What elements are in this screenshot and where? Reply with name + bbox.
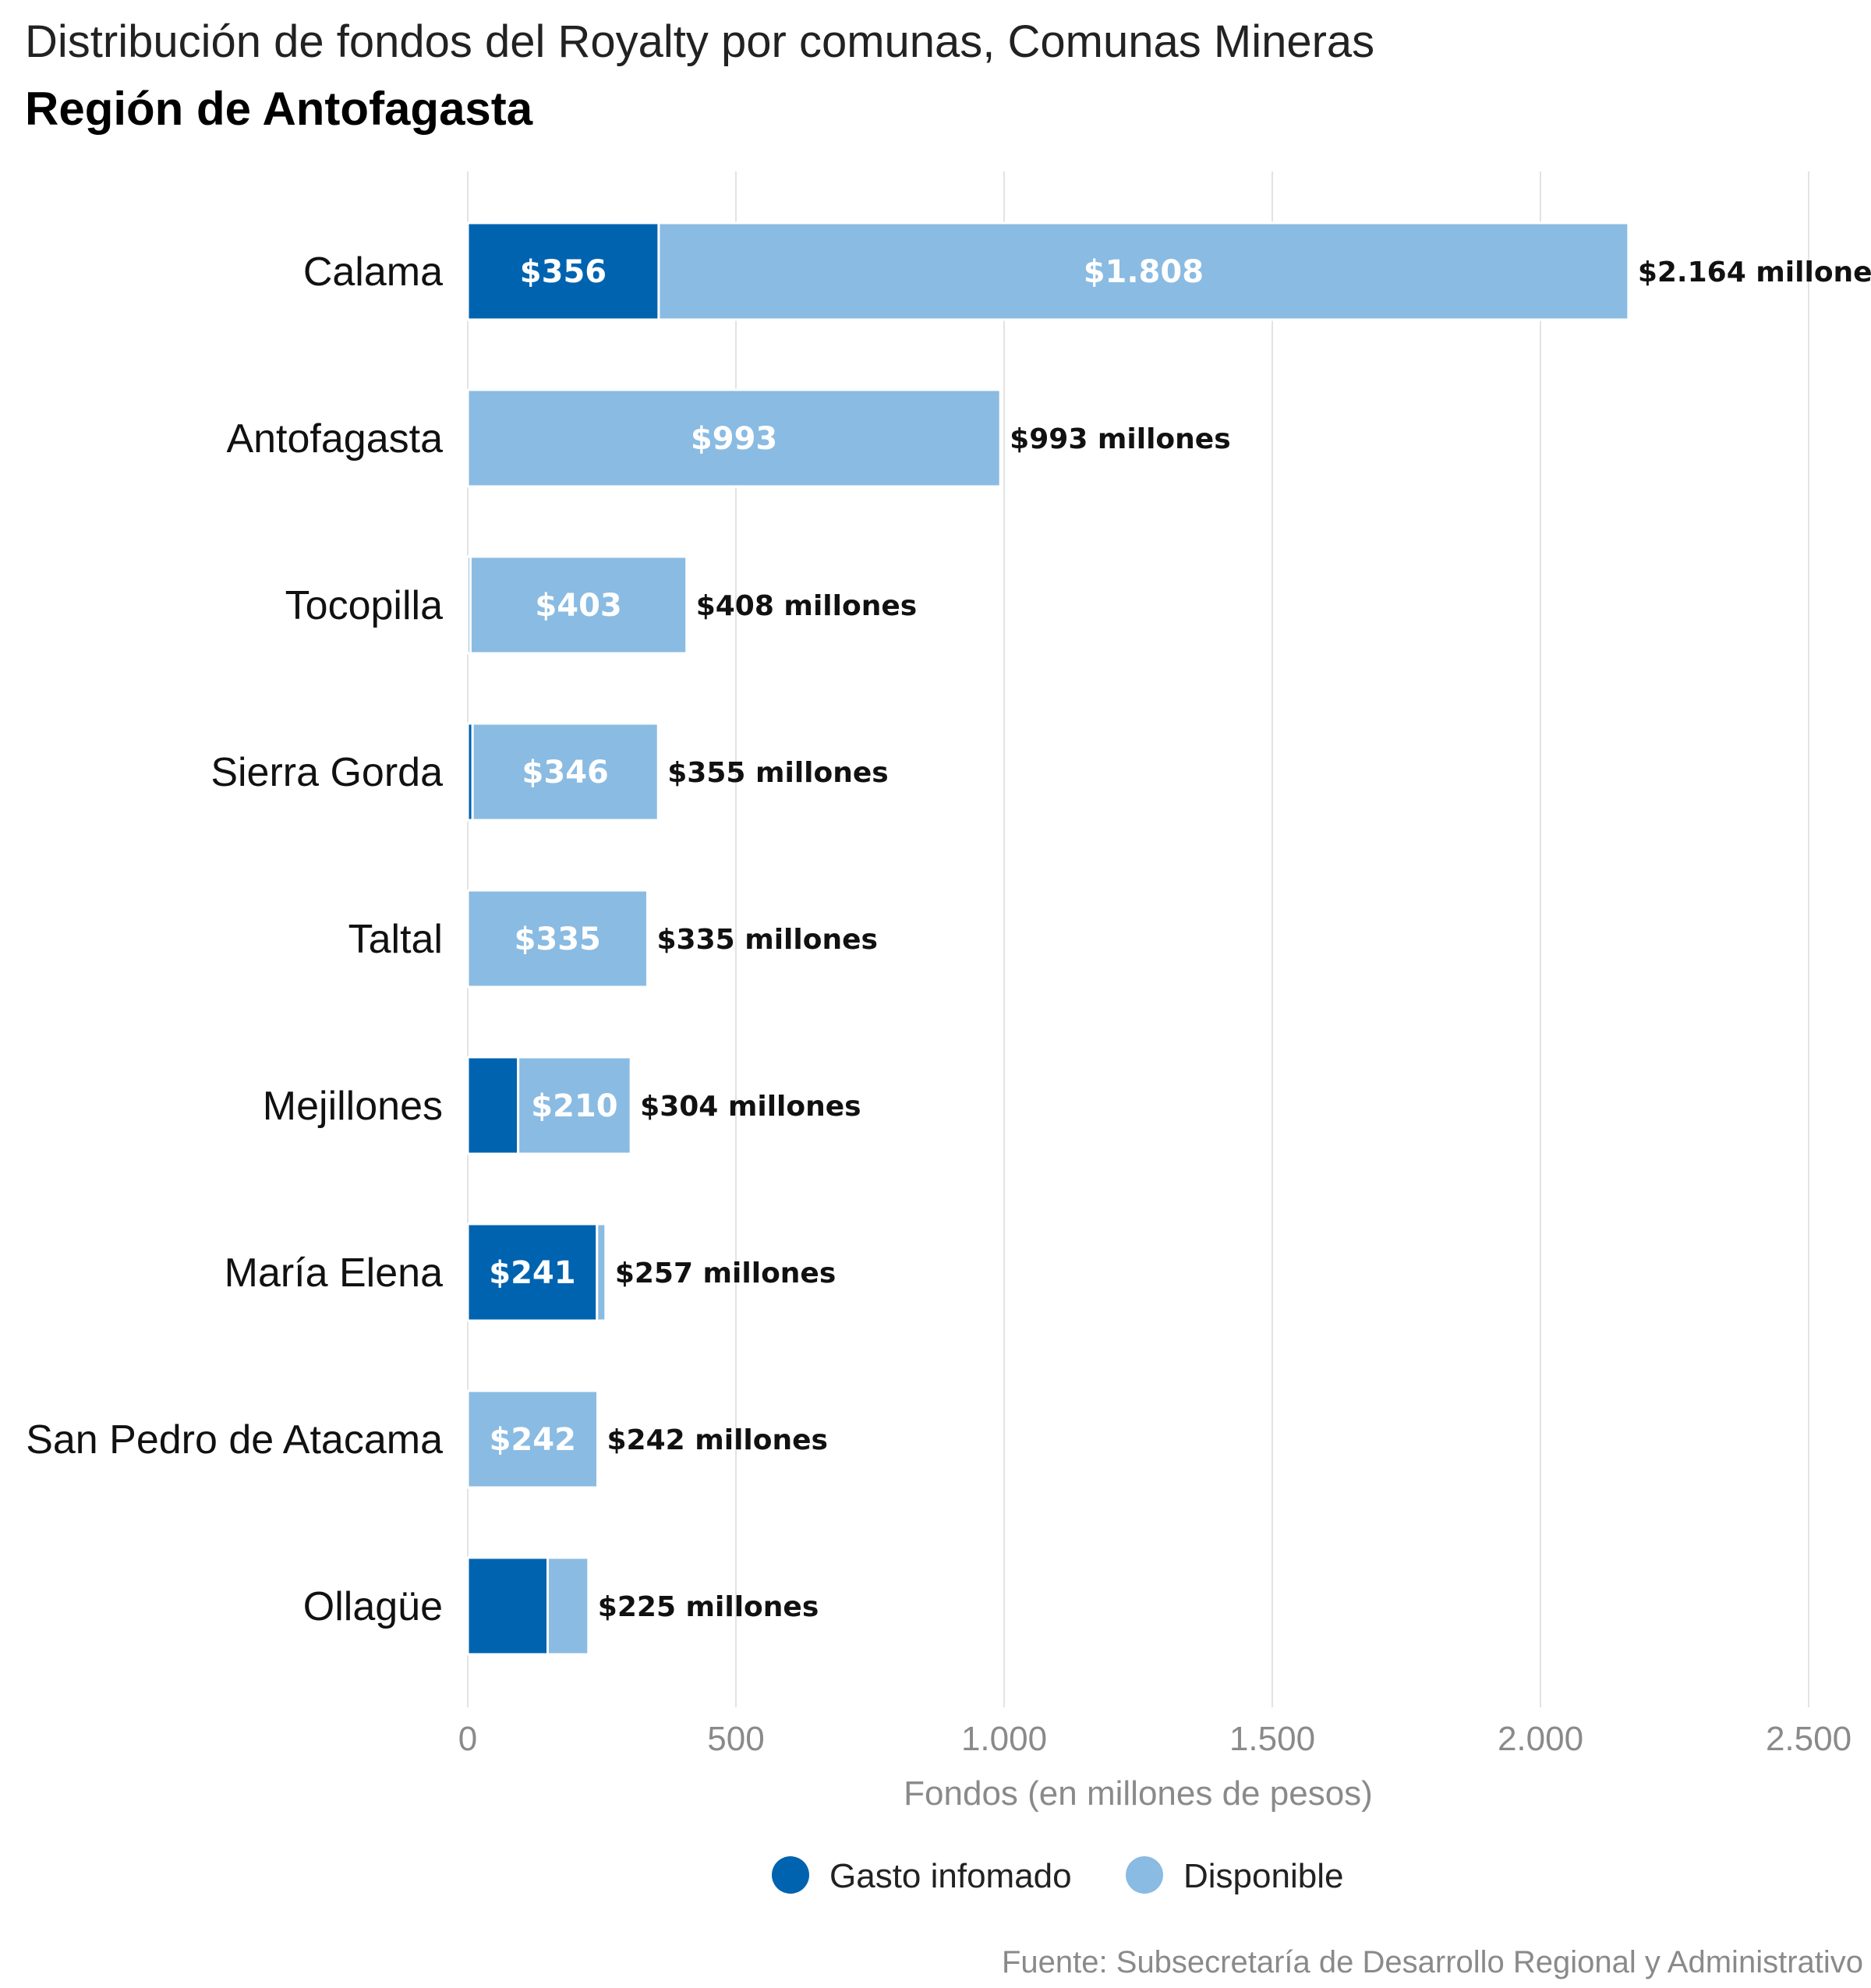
- category-label: Taltal: [348, 917, 443, 962]
- bar-segment-disponible: [657, 221, 1630, 321]
- x-axis-title: Fondos (en millones de pesos): [904, 1774, 1373, 1813]
- legend-label-gasto: Gasto infomado: [829, 1857, 1072, 1895]
- x-tick-label: 0: [458, 1720, 477, 1758]
- bar-segment-gasto: [466, 1056, 520, 1155]
- category-label: Ollagüe: [303, 1584, 443, 1629]
- total-label: $993 millones: [1010, 423, 1230, 455]
- total-label: $408 millones: [696, 590, 917, 622]
- x-axis-ticks: 0 500 1.000 1.500 2.000 2.500: [458, 1720, 1852, 1758]
- bar-segment-gasto: [466, 1556, 550, 1656]
- total-label: $304 millones: [640, 1091, 861, 1123]
- total-label: $225 millones: [598, 1591, 819, 1623]
- total-label: $355 millones: [667, 757, 888, 789]
- category-label: Sierra Gorda: [210, 750, 443, 795]
- bars: $356 $1.808 $2.164 millones $993 $993 millon…: [466, 221, 1871, 1656]
- category-label: San Pedro de Atacama: [26, 1417, 443, 1463]
- x-tick-label: 1.000: [961, 1720, 1047, 1758]
- category-label: Calama: [303, 249, 443, 295]
- legend-swatch-disponible: [1126, 1856, 1163, 1894]
- legend: Gasto infomado Disponible: [772, 1856, 1343, 1895]
- category-label: Antofagasta: [226, 416, 443, 462]
- bar-value-label: $403: [535, 588, 621, 624]
- bar-value-label: $346: [522, 755, 609, 791]
- bar-segment-disponible: [466, 1389, 599, 1489]
- category-label: Mejillones: [263, 1084, 443, 1129]
- x-tick-label: 500: [707, 1720, 764, 1758]
- legend-label-disponible: Disponible: [1183, 1857, 1343, 1895]
- bar-segment-disponible: [466, 889, 649, 989]
- legend-swatch-gasto: [772, 1856, 809, 1894]
- bar-segment-gasto: [466, 221, 660, 321]
- bar-value-label: $335: [515, 921, 601, 957]
- category-label: Tocopilla: [285, 583, 443, 628]
- source-note: Fuente: Subsecretaría de Desarrollo Regi…: [1002, 1945, 1863, 1979]
- x-tick-label: 2.500: [1766, 1720, 1852, 1758]
- bar-value-label: $1.808: [1084, 254, 1204, 290]
- bar-value-label: $241: [489, 1255, 575, 1291]
- bar-segment-disponible: [517, 1056, 632, 1155]
- x-tick-label: 1.500: [1229, 1720, 1315, 1758]
- bar-segment-disponible: [471, 722, 660, 822]
- category-labels: Calama Antofagasta Tocopilla Sierra Gorda Ta…: [26, 249, 443, 1629]
- chart-subtitle: Región de Antofagasta: [25, 83, 533, 135]
- total-label: $335 millones: [656, 924, 877, 956]
- category-label: María Elena: [225, 1250, 443, 1296]
- bar-value-label: $210: [531, 1088, 617, 1124]
- total-label: $257 millones: [615, 1258, 836, 1289]
- bar-value-label: $242: [490, 1422, 576, 1458]
- x-tick-label: 2.000: [1498, 1720, 1583, 1758]
- bar-segment-disponible: [466, 388, 1002, 488]
- total-label: $2.164 millones: [1638, 256, 1871, 288]
- total-label: $242 millones: [607, 1424, 827, 1456]
- bar-value-label: $993: [691, 421, 777, 457]
- bar-segment-disponible: [546, 1556, 590, 1656]
- bar-segment-gasto: [466, 1222, 599, 1322]
- bar-segment-disponible: [469, 555, 688, 655]
- bar-chart: $356 $1.808 $2.164 millones $993 $993 millon…: [26, 172, 1871, 1895]
- chart-title: Distribución de fondos del Royalty por c…: [25, 16, 1375, 67]
- bar-value-label: $356: [520, 254, 607, 290]
- bar-segment-disponible: [596, 1222, 607, 1322]
